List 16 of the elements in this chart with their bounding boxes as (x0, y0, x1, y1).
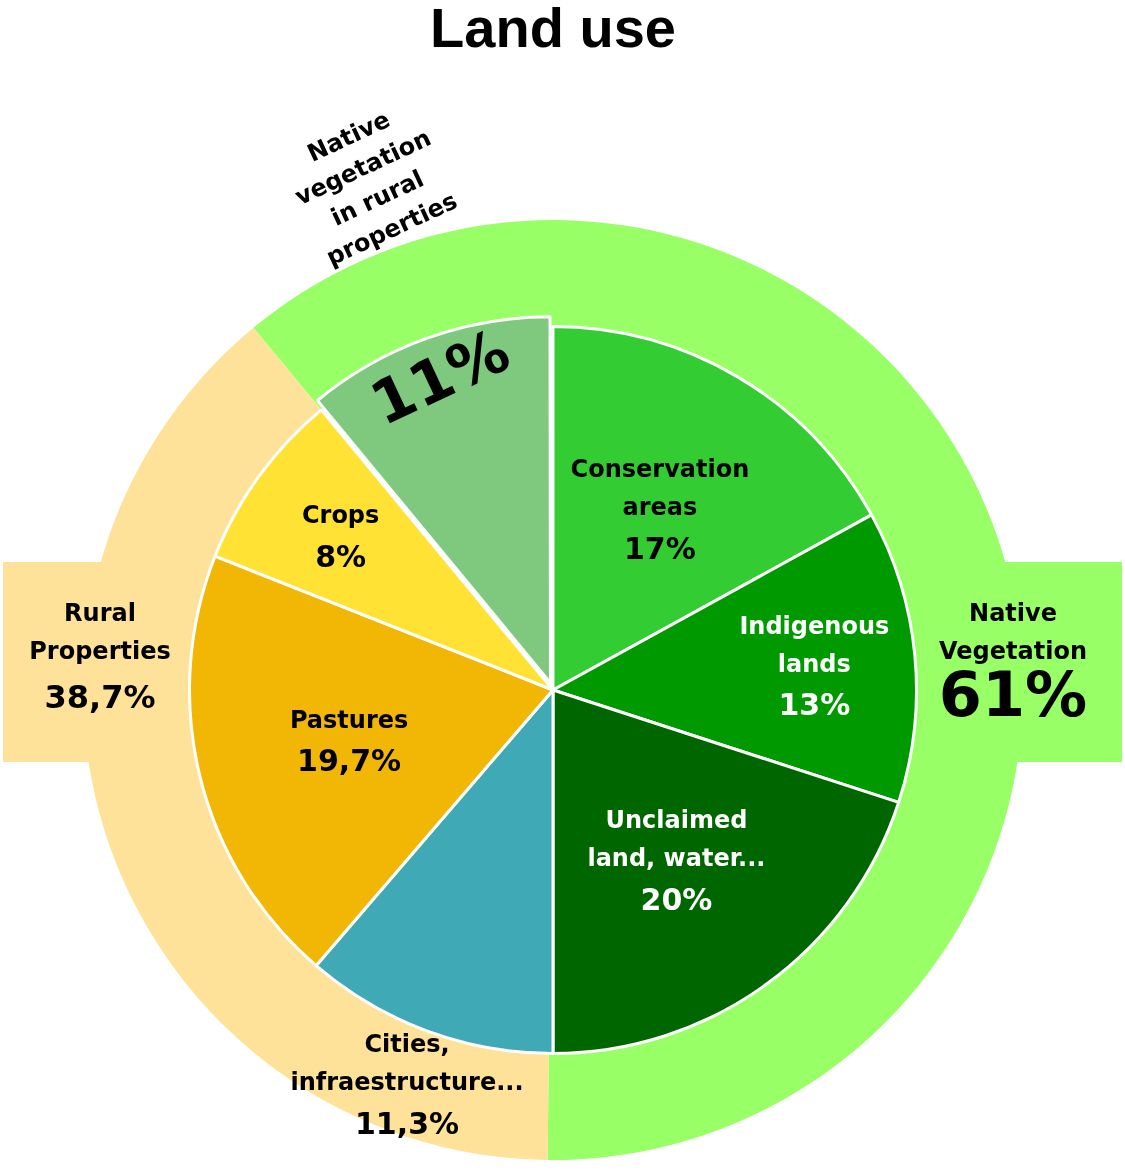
slice-label: Rural Properties (29, 599, 171, 666)
slice-label: Cities, infraestructure... (290, 1030, 524, 1097)
slice-label: Unclaimed land, water... (587, 806, 766, 873)
slice-label: Pastures (289, 705, 409, 734)
slice-label: Indigenous lands (739, 611, 890, 678)
data-label: 11% (359, 314, 520, 440)
data-label: 19,7% (297, 743, 402, 779)
slice-label: Conservation areas (570, 455, 750, 522)
data-label: 8% (315, 538, 367, 574)
data-label: 20% (640, 881, 713, 917)
data-label: 11,3% (354, 1105, 460, 1141)
data-label: 13% (778, 687, 851, 723)
data-label: 17% (623, 531, 696, 567)
chart-title: Land use (430, 0, 676, 60)
slice-label: Crops (301, 500, 380, 529)
data-label: 38,7% (44, 678, 156, 717)
